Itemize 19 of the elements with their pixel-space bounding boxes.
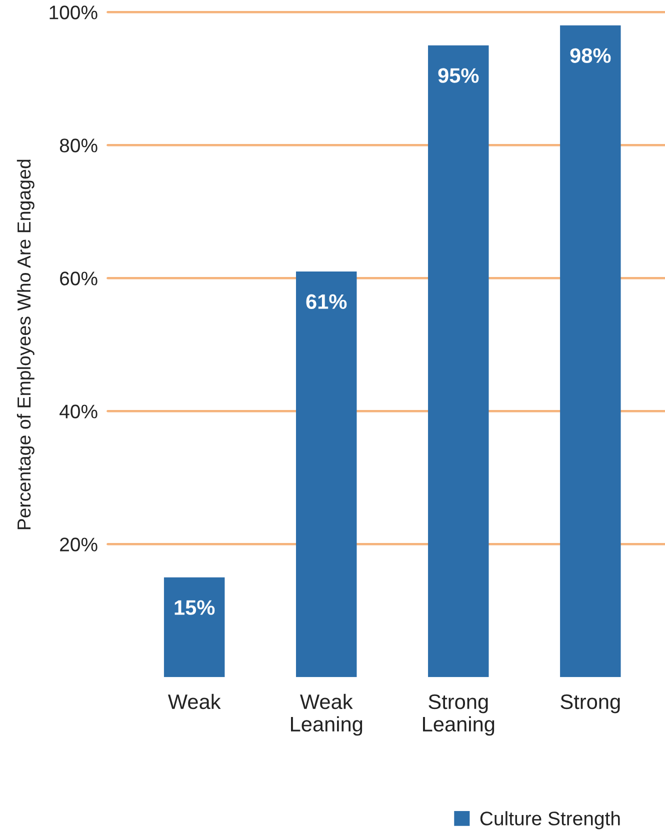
x-tick-label: Strong bbox=[560, 694, 620, 714]
data-label: 95% bbox=[438, 68, 479, 83]
y-tick-label: 80% bbox=[60, 138, 98, 152]
x-tick-label: Weak Leaning bbox=[291, 694, 362, 736]
x-tick-label: Strong Leaning bbox=[423, 694, 494, 736]
bar bbox=[296, 271, 357, 678]
data-label: 61% bbox=[306, 294, 347, 310]
legend-label: Culture Strength bbox=[480, 811, 620, 830]
data-label: 15% bbox=[174, 600, 215, 615]
y-axis-title: Percentage of Employees Who Are Engaged bbox=[16, 160, 34, 530]
bar bbox=[428, 45, 489, 678]
y-tick-label: 20% bbox=[60, 538, 98, 552]
bar bbox=[164, 577, 225, 678]
x-tick-label: Weak bbox=[168, 694, 221, 710]
y-tick-label: 100% bbox=[50, 6, 98, 20]
y-tick-label: 40% bbox=[60, 404, 98, 418]
y-tick-label: 60% bbox=[60, 272, 98, 286]
bar bbox=[560, 25, 621, 678]
data-label: 98% bbox=[570, 48, 611, 63]
